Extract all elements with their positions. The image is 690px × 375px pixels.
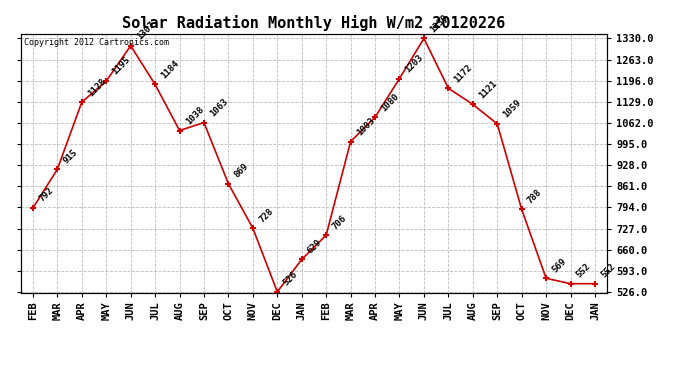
Text: 706: 706 bbox=[331, 213, 348, 231]
Text: 1121: 1121 bbox=[477, 79, 499, 100]
Text: 1195: 1195 bbox=[110, 55, 132, 77]
Text: 1330: 1330 bbox=[428, 13, 450, 34]
Text: 1080: 1080 bbox=[380, 92, 401, 113]
Text: 869: 869 bbox=[233, 162, 250, 180]
Title: Solar Radiation Monthly High W/m2 20120226: Solar Radiation Monthly High W/m2 201202… bbox=[122, 15, 506, 31]
Text: 1128: 1128 bbox=[86, 76, 108, 98]
Text: 1203: 1203 bbox=[404, 53, 425, 74]
Text: 728: 728 bbox=[257, 206, 275, 224]
Text: 629: 629 bbox=[306, 237, 324, 255]
Text: 915: 915 bbox=[61, 147, 79, 165]
Text: 552: 552 bbox=[599, 262, 617, 279]
Text: 1307: 1307 bbox=[135, 20, 157, 42]
Text: 1059: 1059 bbox=[502, 98, 523, 120]
Text: 1003: 1003 bbox=[355, 116, 376, 137]
Text: Copyright 2012 Cartronics.com: Copyright 2012 Cartronics.com bbox=[23, 38, 168, 46]
Text: 788: 788 bbox=[526, 188, 544, 205]
Text: 526: 526 bbox=[282, 270, 299, 288]
Text: 569: 569 bbox=[550, 256, 568, 274]
Text: 1184: 1184 bbox=[159, 59, 181, 80]
Text: 1038: 1038 bbox=[184, 105, 206, 126]
Text: 1063: 1063 bbox=[208, 97, 230, 118]
Text: 552: 552 bbox=[575, 262, 593, 279]
Text: 792: 792 bbox=[37, 186, 55, 204]
Text: 1172: 1172 bbox=[453, 63, 474, 84]
